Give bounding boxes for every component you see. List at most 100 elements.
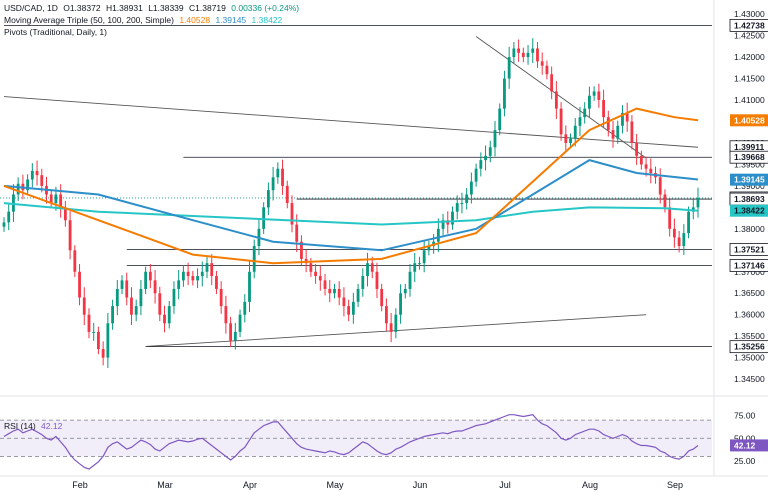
- price-label: 1.42738: [729, 18, 768, 32]
- candle-body: [243, 301, 247, 315]
- price-label: 1.39668: [729, 150, 768, 164]
- candle-body: [219, 288, 223, 307]
- candle-body: [583, 108, 587, 118]
- candle-body: [672, 228, 676, 238]
- rsi-tick-label: 25.00: [734, 456, 756, 466]
- candle-body: [616, 125, 620, 139]
- candle-body: [606, 117, 610, 131]
- candle-body: [158, 293, 162, 315]
- price-label: 1.37146: [729, 259, 768, 272]
- ma50-line: [3, 107, 699, 265]
- price-label: 1.40528: [730, 114, 768, 127]
- candle-body: [97, 331, 100, 350]
- ma50-value: 1.40528: [179, 15, 211, 25]
- candle-body: [347, 306, 351, 315]
- candle-body: [333, 288, 336, 294]
- candle-body: [625, 112, 629, 122]
- candle-body: [488, 147, 492, 156]
- candle-body: [139, 288, 143, 307]
- candle-body: [205, 263, 209, 272]
- candle-body: [229, 323, 233, 341]
- candle-body: [554, 91, 558, 109]
- rsi-indicator-label[interactable]: RSI (14): [4, 421, 36, 431]
- price-label-text: 1.42738: [734, 20, 765, 30]
- change-value: 0.00336 (+0.24%): [231, 3, 300, 13]
- time-tick-label: Aug: [582, 480, 598, 490]
- candle-body: [186, 271, 190, 277]
- price-label: 1.37521: [729, 243, 768, 256]
- candle-body: [271, 177, 275, 191]
- price-tick-label: 1.39000: [734, 181, 765, 191]
- price-tick-label: 1.41000: [734, 95, 765, 105]
- candle-body: [26, 179, 30, 191]
- candle-body: [148, 271, 152, 281]
- candle-body: [295, 224, 299, 242]
- price-label-text: 1.40528: [734, 115, 765, 125]
- candle-body: [68, 220, 72, 251]
- candle-body: [639, 155, 643, 165]
- price-label-box: [729, 259, 768, 272]
- price-label: 1.38422: [730, 204, 768, 217]
- candle-body: [2, 222, 6, 227]
- candle-body: [484, 155, 487, 161]
- symbol-label: USD/CAD, 1D: [4, 3, 58, 13]
- time-tick-label: Mar: [157, 480, 173, 490]
- candle-body: [578, 117, 582, 126]
- ma-indicator-label[interactable]: Moving Average Triple (50, 100, 200, Sim…: [4, 15, 174, 25]
- candle-body: [309, 263, 313, 272]
- price-label-text: 1.39668: [734, 152, 765, 162]
- candle-body: [682, 233, 686, 247]
- candle-body: [389, 323, 393, 332]
- candle-body: [290, 203, 294, 225]
- candle-body: [663, 194, 667, 208]
- candle-body: [281, 168, 284, 186]
- candle-body: [342, 297, 346, 307]
- rsi-tick-label: 75.00: [734, 411, 756, 421]
- candle-body: [49, 194, 53, 204]
- candle-body: [687, 211, 690, 234]
- candle-body: [498, 108, 502, 131]
- candle-body: [125, 280, 129, 298]
- candle-body: [507, 57, 511, 79]
- candle-body: [630, 121, 634, 143]
- candle-body: [248, 271, 251, 302]
- ma100-line: [3, 159, 699, 252]
- candle-body: [300, 241, 303, 259]
- candle-body: [474, 168, 478, 182]
- rsi-tick-label: 50.00: [734, 433, 756, 443]
- rsi-header: RSI (14) 42.12: [4, 421, 65, 431]
- candle-body: [82, 297, 86, 315]
- pivots-indicator-label[interactable]: Pivots (Traditional, Daily, 1): [4, 27, 107, 37]
- candle-body: [370, 263, 374, 272]
- price-label-text: 1.39911: [734, 142, 765, 152]
- price-tick-label: 1.41500: [734, 74, 765, 84]
- candle-body: [385, 306, 388, 324]
- candle-body: [252, 246, 256, 272]
- time-tick-label: May: [326, 480, 344, 490]
- candle-body: [191, 276, 195, 281]
- candle-body: [375, 271, 379, 289]
- candle-body: [63, 207, 67, 221]
- time-tick-label: Feb: [72, 480, 88, 490]
- price-label-text: 1.35256: [734, 342, 765, 352]
- price-tick-label: 1.43000: [734, 9, 765, 19]
- candle-body: [517, 48, 521, 53]
- rsi-band: [0, 420, 712, 457]
- candle-body: [602, 100, 605, 118]
- price-label-text: 1.37146: [734, 261, 765, 271]
- candle-body: [394, 314, 398, 332]
- price-tick-label: 1.34500: [734, 374, 765, 384]
- candle-body: [73, 250, 77, 272]
- candle-body: [545, 65, 549, 75]
- candle-body: [526, 52, 530, 58]
- price-label-text: 1.38693: [734, 194, 765, 204]
- candle-body: [134, 306, 138, 315]
- candle-body: [399, 293, 402, 315]
- price-label-text: 1.37521: [734, 244, 765, 254]
- candle-body: [512, 48, 516, 58]
- price-tick-label: 1.36000: [734, 310, 765, 320]
- candle-body: [87, 314, 91, 332]
- candle-body: [323, 280, 327, 289]
- candle-body: [427, 246, 431, 251]
